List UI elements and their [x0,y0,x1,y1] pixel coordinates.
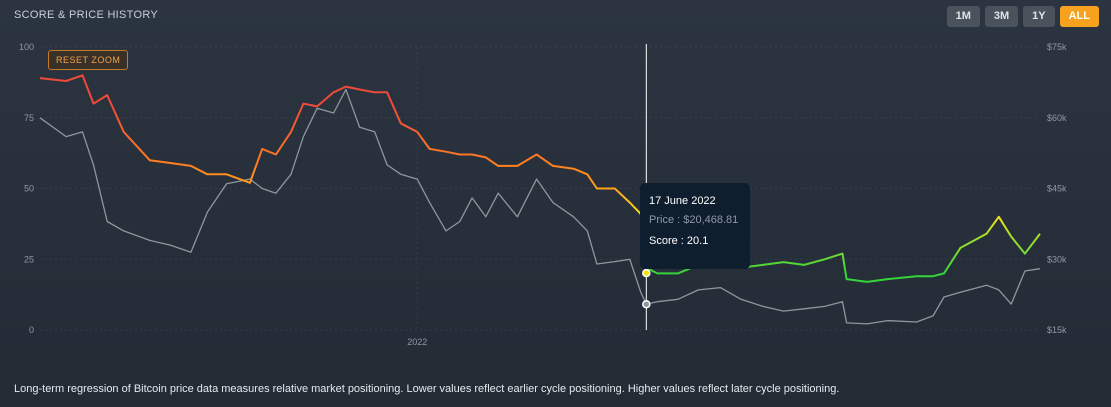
range-button-1y[interactable]: 1Y [1023,6,1055,27]
y-right-tick-label: $45k [1047,184,1067,194]
range-button-3m[interactable]: 3M [984,6,1019,27]
price-marker [642,299,651,309]
series-lines [39,74,1041,325]
axis-labels: 0 $15k 25 $30k 50 $45k 75 $60k 100 $75k 2022 [19,42,1067,347]
y-right-tick-label: $60k [1047,113,1067,123]
score-series-line [39,74,1041,283]
y-right-tick-label: $30k [1047,254,1067,264]
x-tick-label: 2022 [407,337,427,347]
grid-lines [40,46,1040,331]
price-series-line [39,88,1041,325]
y-left-tick-label: 75 [24,113,34,123]
range-button-all[interactable]: ALL [1059,6,1099,27]
y-left-tick-label: 100 [19,42,34,52]
tooltip-date: 17 June 2022 [649,195,716,207]
reset-zoom-button[interactable]: RESET ZOOM [48,50,129,70]
y-right-tick-label: $75k [1047,42,1067,52]
tooltip-score: Score : 20.1 [649,235,709,247]
chart-footnote: Long-term regression of Bitcoin price da… [14,383,840,395]
score-marker [642,268,651,278]
chart-tooltip: 17 June 2022 Price : $20,468.81 Score : … [640,183,750,269]
range-selector: 1M 3M 1Y ALL [946,6,1099,27]
y-left-tick-label: 25 [24,254,34,264]
y-left-tick-label: 0 [29,325,34,335]
panel-title: SCORE & PRICE HISTORY [14,9,159,21]
tooltip-price: Price : $20,468.81 [649,214,739,226]
range-button-1m[interactable]: 1M [946,6,980,27]
score-price-chart[interactable]: 0 $15k 25 $30k 50 $45k 75 $60k 100 $75k 2022 [0,0,1111,370]
y-right-tick-label: $15k [1047,325,1067,335]
y-left-tick-label: 50 [24,184,34,194]
